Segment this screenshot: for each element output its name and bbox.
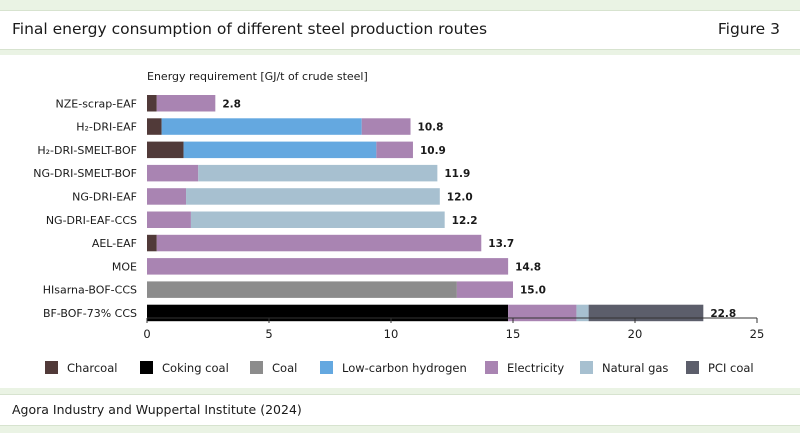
bar-segment <box>190 211 445 228</box>
bar-segment <box>198 164 438 182</box>
stacked-bar-chart: Energy requirement [GJ/t of crude steel]… <box>33 70 765 375</box>
x-tick-label: 0 <box>143 327 150 341</box>
legend-label: Electricity <box>507 361 564 375</box>
total-label: 12.2 <box>452 215 478 227</box>
category-label: MOE <box>112 260 137 273</box>
category-label: NG-DRI-EAF <box>72 190 137 203</box>
figure-label: Figure 3 <box>717 20 780 38</box>
legend-label: Charcoal <box>67 361 117 375</box>
x-tick-label: 10 <box>384 327 399 341</box>
y-axis-title: Energy requirement [GJ/t of crude steel] <box>147 70 368 83</box>
bar-segment <box>147 188 187 205</box>
bar-segment <box>147 304 509 322</box>
bar-segment <box>147 95 157 112</box>
total-label: 2.8 <box>222 98 241 110</box>
figure-header: Final energy consumption of different st… <box>0 10 800 50</box>
legend-swatch <box>485 361 498 374</box>
bar-segment <box>147 211 191 228</box>
category-label: NG-DRI-SMELT-BOF <box>33 167 137 180</box>
bar-segment <box>147 258 509 275</box>
legend-swatch <box>250 361 263 374</box>
bar-segment <box>147 118 162 135</box>
legend-swatch <box>320 361 333 374</box>
category-labels: NZE-scrap-EAF H₂-DRI-EAF H₂-DRI-SMELT-BOF N… <box>33 97 137 320</box>
figure-footer: Agora Industry and Wuppertal Institute (… <box>0 394 800 426</box>
legend-label: Coking coal <box>162 361 229 375</box>
category-label: NZE-scrap-EAF <box>56 97 137 110</box>
bar-segment <box>376 141 413 159</box>
category-label: AEL-EAF <box>92 237 137 250</box>
legend-label: Low-carbon hydrogen <box>342 361 467 375</box>
bar-segment <box>147 234 157 252</box>
legend-label: Natural gas <box>602 361 668 375</box>
x-tick-label: 20 <box>628 327 643 341</box>
legend: Charcoal Coking coal Coal Low-carbon hydrog… <box>45 361 754 375</box>
total-label: 12.0 <box>447 191 473 203</box>
category-label: NG-DRI-EAF-CCS <box>46 214 137 227</box>
total-label: 11.9 <box>444 168 470 180</box>
legend-swatch <box>45 361 58 374</box>
total-label: 10.8 <box>418 122 444 134</box>
bar-segment <box>183 141 377 159</box>
source-note: Agora Industry and Wuppertal Institute (… <box>12 402 302 417</box>
legend-label: Coal <box>272 361 297 375</box>
total-label: 14.8 <box>515 261 541 273</box>
category-label: BF-BOF-73% CCS <box>43 307 137 320</box>
x-tick-label: 5 <box>265 327 272 341</box>
bar-segment <box>576 304 589 322</box>
legend-label: PCI coal <box>708 361 754 375</box>
bar-segment <box>161 118 362 135</box>
bar-segment <box>147 164 199 182</box>
category-label: HIsarna-BOF-CCS <box>43 284 137 297</box>
bar-segment <box>186 188 440 205</box>
bar-segment <box>147 141 184 159</box>
total-label: 22.8 <box>710 308 736 320</box>
legend-swatch <box>580 361 593 374</box>
x-tick-label: 15 <box>506 327 521 341</box>
plot-area: Energy requirement [GJ/t of crude steel]… <box>0 55 800 388</box>
bar-segment <box>147 281 457 298</box>
bar-segment <box>361 118 411 135</box>
legend-swatch <box>140 361 153 374</box>
total-label: 10.9 <box>420 145 446 157</box>
category-label: H₂-DRI-EAF <box>76 121 137 134</box>
x-axis: 0 5 10 15 20 25 <box>143 317 765 341</box>
bar-segment <box>156 95 216 112</box>
legend-swatch <box>686 361 699 374</box>
total-label: 15.0 <box>520 285 546 297</box>
bars-group <box>147 95 704 322</box>
figure-title: Final energy consumption of different st… <box>12 20 488 38</box>
x-tick-label: 25 <box>750 327 765 341</box>
bar-segment <box>588 304 704 322</box>
category-label: H₂-DRI-SMELT-BOF <box>37 144 137 157</box>
bar-segment <box>156 234 482 252</box>
bar-segment <box>508 304 577 322</box>
bar-segment <box>456 281 513 298</box>
total-labels: 2.8 10.8 10.9 11.9 12.0 12.2 13.714.8 15.0 22.8 <box>222 98 736 320</box>
total-label: 13.7 <box>488 238 514 250</box>
